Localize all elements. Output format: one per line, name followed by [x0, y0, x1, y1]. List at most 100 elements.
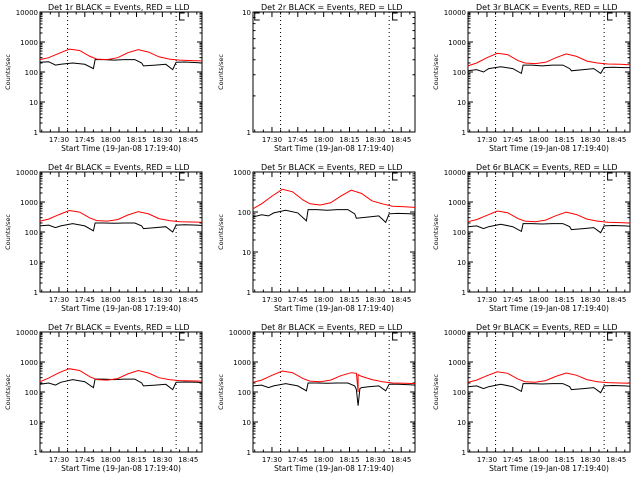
y-tick-label: 1 [247, 129, 251, 137]
events-series-line [467, 64, 630, 75]
events-series-line [39, 59, 203, 71]
x-tick-label: 17:45 [75, 456, 95, 464]
y-axis-label: Counts/sec [4, 214, 12, 250]
x-axis-label: Start Time (19-Jan-08 17:19:40) [61, 304, 181, 313]
y-tick-label: 100 [453, 389, 466, 397]
x-axis-label: Start Time (19-Jan-08 17:19:40) [489, 304, 609, 313]
x-tick-label: 18:00 [314, 456, 334, 464]
x-tick-label: 18:30 [152, 296, 172, 304]
x-tick-label: 18:15 [554, 136, 574, 144]
lld-series-line [39, 209, 203, 223]
detector-panel-3: Det 3r BLACK = Events, RED = LLD 1 10 100 10… [432, 3, 631, 153]
panel-title: Det 1r BLACK = Events, RED = LLD [48, 3, 190, 12]
y-tick-label: 10000 [229, 329, 251, 337]
detector-panel-4: Det 4r BLACK = Events, RED = LLD 1 10 100 10… [4, 163, 203, 313]
x-tick-label: 18:00 [529, 136, 549, 144]
events-series-line [467, 383, 631, 394]
panel-title: Det 7r BLACK = Events, RED = LLD [48, 323, 190, 332]
y-tick-label: 1000 [448, 39, 466, 47]
y-axis-label: Counts/sec [4, 374, 12, 410]
x-tick-label: 18:30 [580, 296, 600, 304]
x-tick-label: 18:30 [365, 136, 385, 144]
x-axis-label: Start Time (19-Jan-08 17:19:40) [274, 304, 394, 313]
lld-series-line [467, 52, 631, 67]
x-tick-label: 17:30 [49, 296, 69, 304]
lld-series-line [39, 368, 203, 383]
y-tick-label: 1 [247, 449, 251, 457]
x-tick-label: 18:00 [101, 456, 121, 464]
plot-frame [467, 11, 631, 133]
panel-title: Det 2r BLACK = Events, RED = LLD [261, 3, 403, 12]
plot-frame [252, 171, 416, 293]
y-tick-label: 100 [453, 69, 466, 77]
events-series-line [252, 209, 416, 224]
events-series-line [252, 382, 416, 406]
x-tick-label: 17:45 [75, 296, 95, 304]
y-tick-label: 100 [25, 229, 38, 237]
y-tick-label: 1 [34, 449, 38, 457]
x-tick-label: 18:00 [529, 296, 549, 304]
x-tick-label: 18:00 [314, 136, 334, 144]
y-tick-label: 1000 [448, 199, 466, 207]
x-axis-label: Start Time (19-Jan-08 17:19:40) [61, 144, 181, 153]
lld-series-line [252, 370, 416, 393]
x-tick-label: 18:15 [554, 456, 574, 464]
y-tick-label: 1 [462, 289, 466, 297]
y-tick-label: 10000 [444, 169, 466, 177]
time-bracket-marker [392, 172, 398, 181]
panel-title: Det 4r BLACK = Events, RED = LLD [48, 163, 190, 172]
x-tick-label: 17:45 [288, 456, 308, 464]
plot-frame [39, 331, 203, 453]
x-tick-label: 17:45 [288, 136, 308, 144]
x-tick-label: 17:30 [49, 456, 69, 464]
x-tick-label: 17:45 [75, 136, 95, 144]
time-bracket-marker [179, 332, 185, 341]
y-tick-label: 10000 [16, 329, 38, 337]
events-series-line [39, 378, 203, 391]
plot-frame [467, 331, 631, 453]
x-tick-label: 18:15 [339, 296, 359, 304]
y-tick-label: 100 [25, 69, 38, 77]
y-tick-label: 10 [29, 259, 38, 267]
y-tick-label: 1000 [448, 359, 466, 367]
x-tick-label: 18:45 [178, 136, 198, 144]
x-tick-label: 18:15 [126, 296, 146, 304]
y-tick-label: 10 [242, 419, 251, 427]
x-tick-label: 17:45 [503, 136, 523, 144]
detector-panel-7: Det 7r BLACK = Events, RED = LLD 1 10 100 10… [4, 323, 203, 473]
x-tick-label: 18:30 [580, 456, 600, 464]
x-tick-label: 17:45 [503, 296, 523, 304]
y-tick-label: 10 [242, 9, 251, 17]
x-tick-label: 18:00 [529, 456, 549, 464]
time-bracket-marker [607, 172, 613, 181]
x-tick-label: 18:00 [101, 136, 121, 144]
x-tick-label: 18:45 [391, 136, 411, 144]
x-tick-label: 18:00 [314, 296, 334, 304]
x-tick-label: 18:15 [126, 136, 146, 144]
x-tick-label: 18:30 [580, 136, 600, 144]
y-axis-label: Counts/sec [4, 54, 12, 90]
y-tick-label: 1000 [233, 359, 251, 367]
y-tick-label: 10000 [16, 9, 38, 17]
time-bracket-marker [254, 12, 260, 21]
time-bracket-marker [607, 332, 613, 341]
time-bracket-marker [392, 332, 398, 341]
y-tick-label: 1000 [20, 39, 38, 47]
y-tick-label: 1 [34, 129, 38, 137]
x-tick-label: 18:00 [101, 296, 121, 304]
y-tick-label: 10 [242, 249, 251, 257]
time-bracket-marker [179, 12, 185, 21]
x-tick-label: 18:45 [606, 296, 626, 304]
panel-title: Det 9r BLACK = Events, RED = LLD [476, 323, 618, 332]
x-tick-label: 17:30 [477, 136, 497, 144]
panel-title: Det 6r BLACK = Events, RED = LLD [476, 163, 618, 172]
y-tick-label: 100 [238, 389, 251, 397]
x-axis-label: Start Time (19-Jan-08 17:19:40) [489, 464, 609, 473]
x-axis-label: Start Time (19-Jan-08 17:19:40) [61, 464, 181, 473]
x-tick-label: 17:30 [262, 136, 282, 144]
detector-panel-2: Det 2r BLACK = Events, RED = LLD 1 10 17:30… [217, 3, 416, 153]
y-axis-label: Counts/sec [432, 54, 440, 90]
y-tick-label: 10000 [444, 329, 466, 337]
